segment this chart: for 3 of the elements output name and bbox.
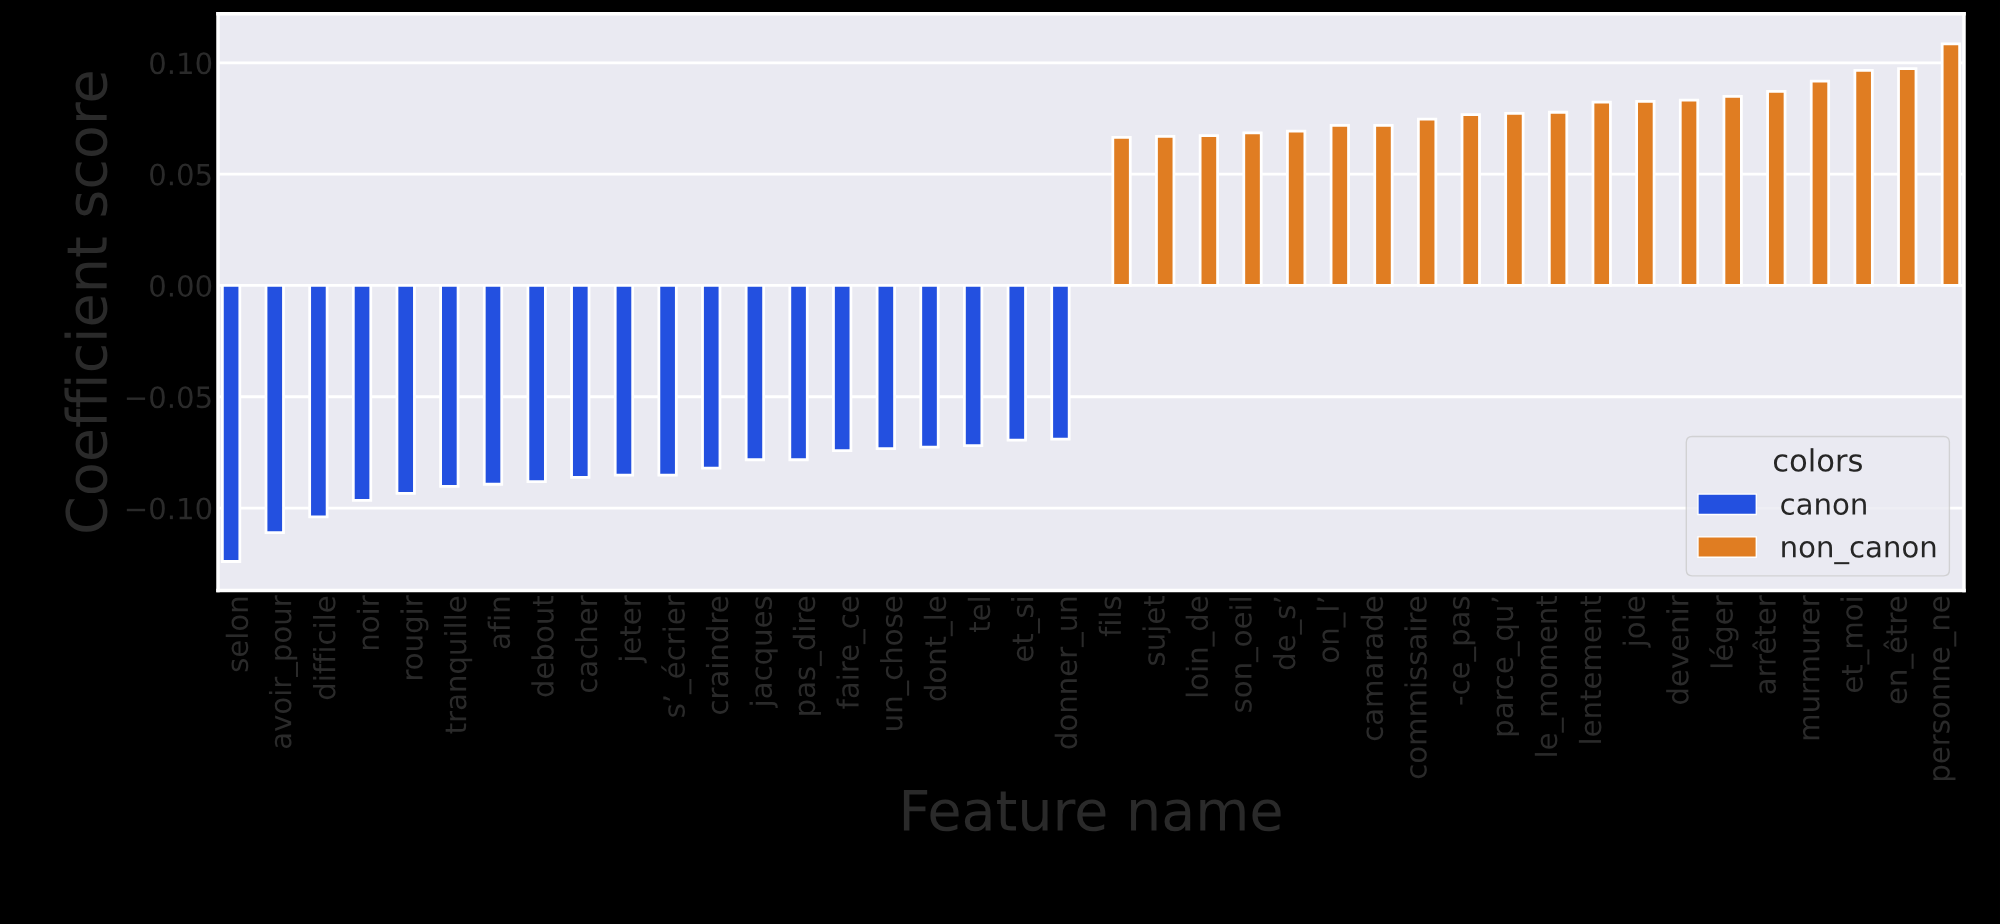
legend-label: canon — [1781, 498, 1866, 515]
legend-label: non_canon — [1782, 540, 1936, 565]
legend-title: colors — [1773, 448, 1862, 472]
